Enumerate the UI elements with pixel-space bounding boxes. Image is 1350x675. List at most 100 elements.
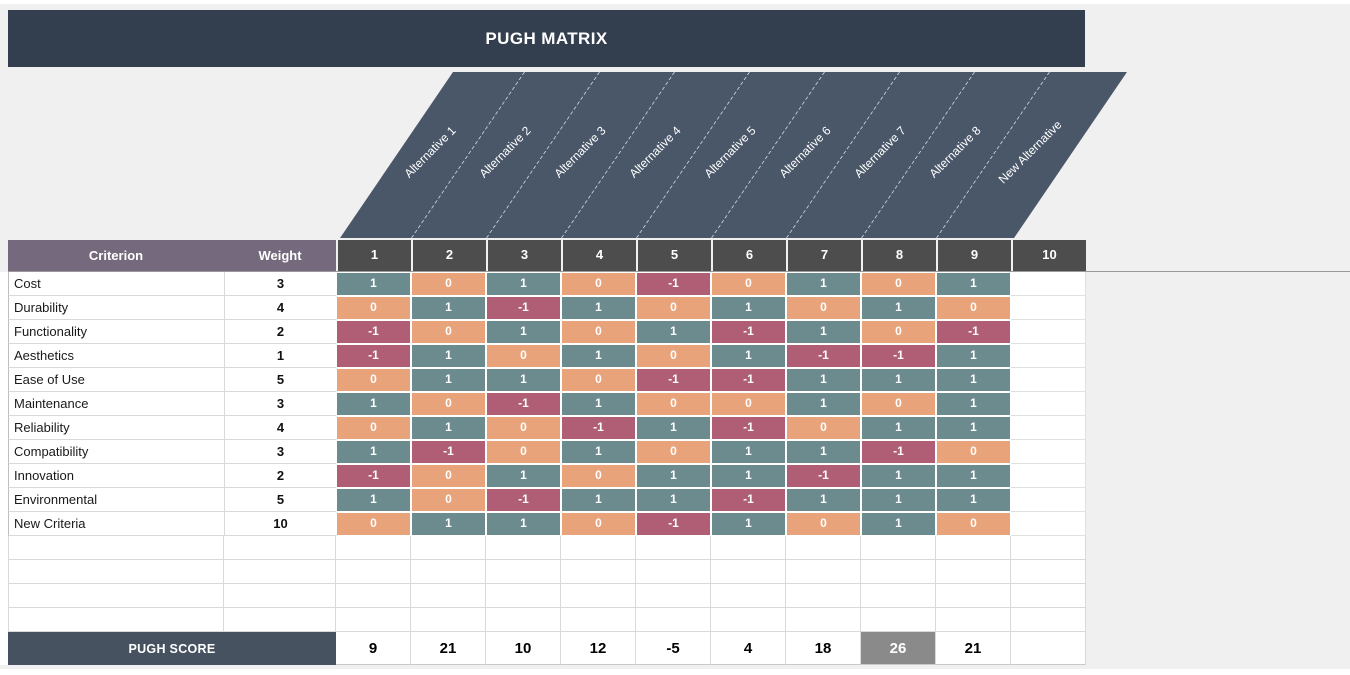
rating-cell[interactable]: 0 (336, 296, 411, 320)
empty-rating-cell[interactable] (411, 560, 486, 584)
rating-cell[interactable]: 1 (786, 488, 861, 512)
empty-rating-cell[interactable] (486, 560, 561, 584)
rating-cell[interactable]: -1 (486, 296, 561, 320)
rating-cell[interactable]: 1 (936, 392, 1011, 416)
rating-cell[interactable]: 1 (861, 416, 936, 440)
empty-rating-cell[interactable] (561, 560, 636, 584)
rating-cell[interactable]: -1 (786, 464, 861, 488)
rating-cell[interactable]: 0 (336, 416, 411, 440)
rating-cell[interactable]: 0 (411, 488, 486, 512)
rating-cell[interactable]: 1 (861, 296, 936, 320)
empty-rating-cell[interactable] (1011, 344, 1086, 368)
rating-cell[interactable]: 0 (936, 440, 1011, 464)
rating-cell[interactable]: 1 (336, 488, 411, 512)
empty-criterion-cell[interactable] (8, 584, 224, 608)
rating-cell[interactable]: 1 (711, 512, 786, 536)
rating-cell[interactable]: 1 (786, 368, 861, 392)
rating-cell[interactable]: 0 (561, 368, 636, 392)
rating-cell[interactable]: 0 (486, 416, 561, 440)
rating-cell[interactable]: 1 (711, 440, 786, 464)
empty-rating-cell[interactable] (1011, 392, 1086, 416)
empty-rating-cell[interactable] (711, 536, 786, 560)
empty-rating-cell[interactable] (1011, 320, 1086, 344)
rating-cell[interactable]: 0 (786, 416, 861, 440)
rating-cell[interactable]: 1 (936, 344, 1011, 368)
criterion-cell[interactable]: Ease of Use (8, 368, 224, 392)
rating-cell[interactable]: 1 (411, 416, 486, 440)
empty-rating-cell[interactable] (861, 536, 936, 560)
empty-rating-cell[interactable] (561, 536, 636, 560)
rating-cell[interactable]: 1 (936, 464, 1011, 488)
rating-cell[interactable]: -1 (786, 344, 861, 368)
rating-cell[interactable]: -1 (711, 416, 786, 440)
criterion-cell[interactable]: Compatibility (8, 440, 224, 464)
rating-cell[interactable]: 0 (936, 296, 1011, 320)
rating-cell[interactable]: 1 (486, 320, 561, 344)
empty-rating-cell[interactable] (786, 536, 861, 560)
rating-cell[interactable]: 1 (636, 464, 711, 488)
empty-weight-cell[interactable] (224, 536, 336, 560)
empty-rating-cell[interactable] (411, 608, 486, 632)
rating-cell[interactable]: 1 (786, 272, 861, 296)
weight-cell[interactable]: 4 (224, 296, 336, 320)
rating-cell[interactable]: 1 (711, 344, 786, 368)
rating-cell[interactable]: 1 (636, 488, 711, 512)
rating-cell[interactable]: 0 (861, 272, 936, 296)
rating-cell[interactable]: 0 (486, 344, 561, 368)
criterion-cell[interactable]: Maintenance (8, 392, 224, 416)
rating-cell[interactable]: 0 (486, 440, 561, 464)
criterion-cell[interactable]: Environmental (8, 488, 224, 512)
rating-cell[interactable]: 0 (636, 344, 711, 368)
empty-rating-cell[interactable] (1011, 608, 1086, 632)
weight-cell[interactable]: 2 (224, 320, 336, 344)
empty-rating-cell[interactable] (936, 536, 1011, 560)
rating-cell[interactable]: 1 (336, 272, 411, 296)
rating-cell[interactable]: 0 (411, 320, 486, 344)
rating-cell[interactable]: 1 (861, 368, 936, 392)
empty-weight-cell[interactable] (224, 560, 336, 584)
rating-cell[interactable]: 1 (411, 368, 486, 392)
rating-cell[interactable]: 0 (786, 512, 861, 536)
rating-cell[interactable]: 1 (936, 416, 1011, 440)
empty-rating-cell[interactable] (486, 536, 561, 560)
empty-rating-cell[interactable] (861, 560, 936, 584)
weight-cell[interactable]: 3 (224, 392, 336, 416)
empty-rating-cell[interactable] (711, 584, 786, 608)
empty-rating-cell[interactable] (1011, 584, 1086, 608)
empty-rating-cell[interactable] (1011, 296, 1086, 320)
rating-cell[interactable]: -1 (636, 272, 711, 296)
rating-cell[interactable]: 1 (411, 296, 486, 320)
rating-cell[interactable]: 0 (561, 272, 636, 296)
empty-rating-cell[interactable] (636, 560, 711, 584)
empty-rating-cell[interactable] (1011, 464, 1086, 488)
rating-cell[interactable]: 1 (411, 344, 486, 368)
rating-cell[interactable]: 1 (561, 296, 636, 320)
empty-rating-cell[interactable] (786, 560, 861, 584)
empty-rating-cell[interactable] (1011, 488, 1086, 512)
empty-rating-cell[interactable] (636, 584, 711, 608)
empty-rating-cell[interactable] (336, 536, 411, 560)
empty-criterion-cell[interactable] (8, 560, 224, 584)
criterion-cell[interactable]: Durability (8, 296, 224, 320)
rating-cell[interactable]: -1 (636, 368, 711, 392)
rating-cell[interactable]: 0 (861, 392, 936, 416)
rating-cell[interactable]: 1 (486, 512, 561, 536)
rating-cell[interactable]: 1 (336, 392, 411, 416)
empty-rating-cell[interactable] (336, 584, 411, 608)
empty-rating-cell[interactable] (636, 608, 711, 632)
empty-rating-cell[interactable] (411, 536, 486, 560)
rating-cell[interactable]: 1 (786, 440, 861, 464)
rating-cell[interactable]: 1 (711, 296, 786, 320)
rating-cell[interactable]: 1 (561, 344, 636, 368)
rating-cell[interactable]: -1 (411, 440, 486, 464)
empty-rating-cell[interactable] (486, 608, 561, 632)
empty-rating-cell[interactable] (861, 584, 936, 608)
rating-cell[interactable]: 0 (861, 320, 936, 344)
rating-cell[interactable]: 0 (336, 368, 411, 392)
rating-cell[interactable]: 0 (936, 512, 1011, 536)
rating-cell[interactable]: 0 (336, 512, 411, 536)
empty-rating-cell[interactable] (336, 608, 411, 632)
rating-cell[interactable]: -1 (336, 344, 411, 368)
empty-rating-cell[interactable] (636, 536, 711, 560)
empty-rating-cell[interactable] (1011, 440, 1086, 464)
